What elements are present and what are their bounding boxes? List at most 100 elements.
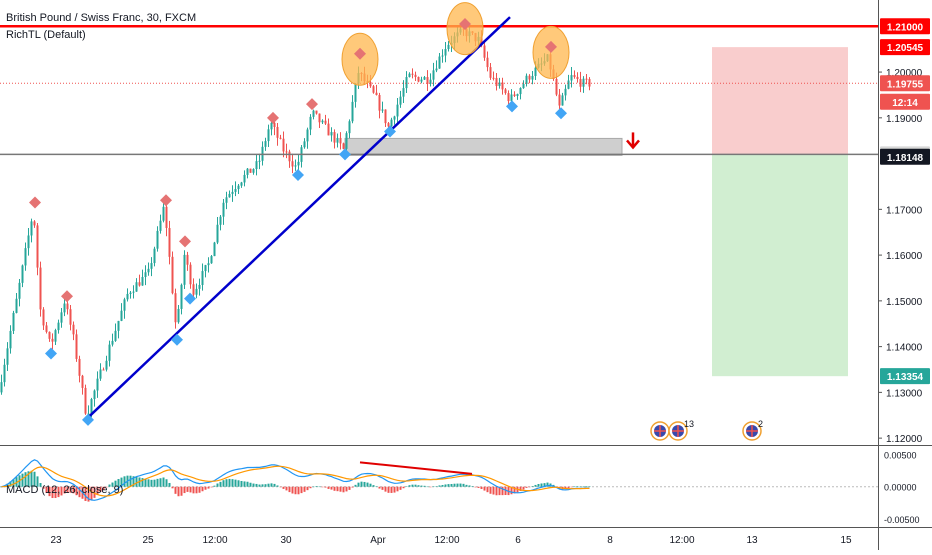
- candle: [345, 133, 348, 149]
- price-tick-label: 1.12000: [886, 434, 923, 445]
- candle: [195, 288, 198, 295]
- candle: [117, 320, 120, 331]
- candle: [180, 284, 183, 309]
- candle: [378, 95, 381, 111]
- macd-histogram-bar: [468, 485, 471, 487]
- macd-histogram-bar: [39, 483, 42, 487]
- down-arrow-head-icon: [626, 139, 640, 150]
- candle: [414, 74, 417, 77]
- candle: [114, 330, 117, 341]
- candle: [555, 78, 558, 95]
- candle: [495, 78, 498, 86]
- macd-tick-label: 0.00500: [884, 451, 917, 461]
- macd-tick-label: 0.00000: [884, 483, 917, 493]
- macd-histogram-bar: [537, 483, 540, 487]
- candle: [63, 303, 66, 313]
- macd-histogram-bar: [207, 486, 210, 489]
- macd-histogram-bar: [414, 484, 417, 487]
- macd-histogram-bar: [321, 486, 324, 488]
- candle: [492, 77, 495, 79]
- macd-histogram-bar: [309, 486, 312, 489]
- candle: [48, 331, 51, 339]
- candle: [210, 256, 213, 264]
- time-tick-label: 23: [50, 535, 62, 546]
- macd-histogram-bar: [525, 486, 528, 488]
- time-tick-label: 13: [746, 535, 758, 546]
- candle: [324, 120, 327, 124]
- price-tick-label: 1.16000: [886, 251, 923, 262]
- candle: [153, 248, 156, 264]
- macd-histogram-bar: [519, 486, 522, 491]
- candle: [525, 75, 528, 84]
- macd-histogram-bar: [117, 479, 120, 487]
- candle: [411, 73, 414, 75]
- macd-histogram-bar: [330, 486, 333, 490]
- swing-low-marker: [292, 169, 304, 182]
- event-badge-icon: 13: [668, 419, 694, 441]
- macd-histogram-bar: [399, 486, 402, 490]
- macd-histogram-bar: [288, 486, 291, 493]
- candle: [426, 77, 429, 84]
- candle: [516, 94, 519, 96]
- macd-histogram-bar: [228, 478, 231, 487]
- candle: [504, 89, 507, 94]
- macd-histogram-bar: [492, 486, 495, 495]
- candle: [348, 121, 351, 134]
- macd-histogram-bar: [282, 486, 285, 489]
- macd-histogram-bar: [306, 486, 309, 491]
- candle: [249, 168, 252, 173]
- candle: [201, 271, 204, 285]
- candle: [3, 364, 6, 383]
- indicator-legend[interactable]: RichTL (Default): [6, 29, 86, 41]
- price-tick-label: 1.13000: [886, 388, 923, 399]
- macd-histogram-bar: [111, 482, 114, 487]
- candle: [237, 185, 240, 190]
- macd-histogram-bar: [396, 486, 399, 492]
- macd-histogram-bar: [180, 486, 183, 496]
- macd-histogram-bar: [84, 486, 87, 501]
- symbol-legend[interactable]: British Pound / Swiss Franc, 30, FXCM: [6, 12, 197, 24]
- macd-histogram-bar: [501, 486, 504, 496]
- candle: [519, 88, 522, 95]
- candle: [75, 334, 78, 359]
- macd-histogram-bar: [276, 485, 279, 487]
- candle: [567, 80, 570, 89]
- macd-histogram-bar: [132, 476, 135, 487]
- macd-histogram-bar: [483, 486, 486, 491]
- candle: [339, 137, 342, 144]
- macd-histogram-bar: [36, 476, 39, 487]
- candle: [528, 75, 531, 80]
- macd-histogram-bar: [531, 486, 534, 487]
- candle: [177, 308, 180, 323]
- candle: [222, 202, 225, 217]
- candle: [51, 338, 54, 342]
- macd-histogram-bar: [267, 483, 270, 487]
- macd-histogram-bar: [93, 486, 96, 498]
- candle: [333, 132, 336, 143]
- candle: [186, 254, 189, 265]
- candle: [102, 369, 105, 371]
- macd-histogram-bar: [588, 486, 591, 488]
- macd-histogram-bar: [435, 486, 438, 487]
- candle: [234, 189, 237, 192]
- price-label-box: [880, 75, 930, 92]
- macd-histogram-bar: [570, 486, 573, 488]
- candle: [417, 76, 420, 82]
- time-tick-label: 15: [840, 535, 852, 546]
- price-label-box: [880, 18, 930, 35]
- candle: [507, 93, 510, 102]
- price-tick-label: 1.17000: [886, 205, 923, 216]
- macd-histogram-bar: [453, 483, 456, 487]
- macd-histogram-bar: [165, 479, 168, 487]
- macd-histogram-bar: [495, 486, 498, 496]
- candle: [402, 88, 405, 97]
- candle: [198, 284, 201, 289]
- macd-legend[interactable]: MACD (12, 26, close, 9): [6, 484, 124, 496]
- macd-histogram-bar: [357, 482, 360, 487]
- candle: [393, 116, 396, 120]
- macd-histogram-bar: [342, 486, 345, 493]
- macd-histogram-bar: [324, 486, 327, 488]
- macd-histogram-bar: [234, 479, 237, 487]
